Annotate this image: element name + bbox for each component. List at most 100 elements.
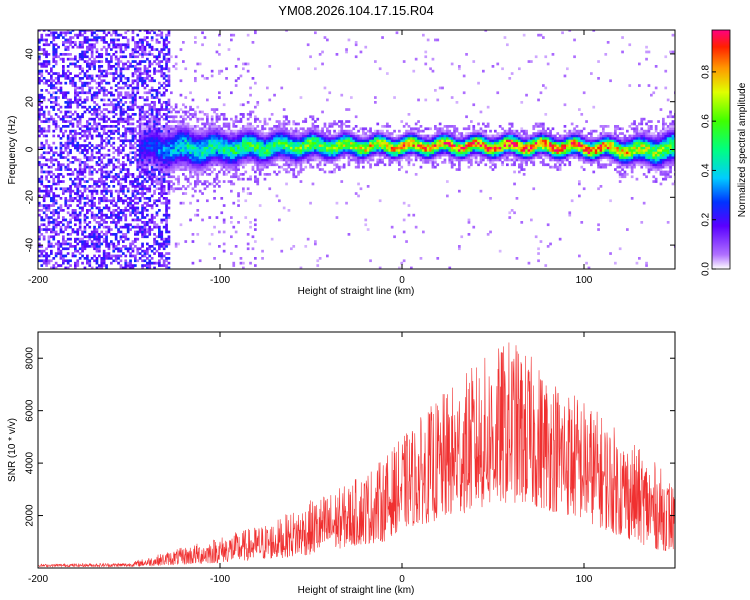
heatmap-cell: [129, 139, 132, 143]
heatmap-cell: [167, 30, 171, 32]
heatmap-cell: [112, 204, 116, 207]
heatmap-cell: [62, 242, 65, 246]
heatmap-cell: [138, 165, 142, 169]
heatmap-cell: [153, 201, 156, 205]
heatmap-cell: [114, 98, 118, 102]
heatmap-cell: [292, 129, 296, 133]
heatmap-cell: [148, 132, 152, 135]
heatmap-cell: [38, 259, 41, 263]
heatmap-cell: [129, 264, 132, 267]
heatmap-cell: [153, 48, 156, 51]
heatmap-cell: [294, 137, 298, 140]
heatmap-cell: [52, 108, 56, 111]
heatmap-cell: [110, 129, 113, 133]
heatmap-cell: [95, 233, 99, 236]
heatmap-cell: [119, 43, 123, 47]
heatmap-cell: [249, 261, 252, 265]
heatmap-cell: [402, 139, 406, 143]
heatmap-cell: [321, 149, 324, 152]
heatmap-cell: [167, 77, 171, 80]
heatmap-cell: [158, 161, 161, 164]
heatmap-cell: [126, 45, 130, 49]
heatmap-cell: [69, 57, 72, 61]
heatmap-cell: [78, 218, 82, 222]
heatmap-cell: [86, 127, 89, 131]
heatmap-cell: [335, 144, 339, 147]
heatmap-cell: [98, 197, 101, 200]
heatmap-cell: [131, 103, 135, 107]
heatmap-cell: [57, 72, 60, 75]
heatmap-cell: [227, 132, 231, 135]
heatmap-cell: [371, 151, 375, 155]
heatmap-cell: [100, 137, 104, 140]
heatmap-cell: [179, 134, 183, 138]
heatmap-cell: [71, 101, 75, 104]
heatmap-cell: [112, 105, 116, 109]
heatmap-cell: [146, 115, 149, 119]
heatmap-cell: [237, 194, 240, 198]
heatmap-cell: [158, 144, 161, 147]
heatmap-cell: [251, 110, 255, 114]
heatmap-cell: [81, 30, 84, 32]
heatmap-cell: [143, 206, 147, 210]
heatmap-cell: [402, 230, 406, 234]
heatmap-cell: [299, 127, 303, 131]
heatmap-cell: [225, 134, 228, 138]
heatmap-cell: [148, 185, 152, 188]
heatmap-cell: [338, 137, 341, 140]
heatmap-cell: [83, 139, 87, 143]
heatmap-cell: [189, 146, 192, 150]
heatmap-cell: [146, 266, 149, 269]
heatmap-cell: [69, 194, 72, 198]
heatmap-cell: [302, 137, 305, 140]
heatmap-cell: [326, 137, 329, 140]
heatmap-cell: [294, 132, 298, 135]
heatmap-cell: [100, 55, 104, 59]
heatmap-cell: [66, 187, 70, 191]
heatmap-cell: [57, 36, 60, 39]
heatmap-cell: [371, 156, 375, 159]
heatmap-cell: [90, 177, 94, 181]
heatmap-cell: [299, 144, 303, 147]
heatmap-cell: [162, 141, 166, 145]
heatmap-cell: [102, 194, 106, 198]
heatmap-cell: [287, 134, 291, 138]
heatmap-cell: [393, 139, 396, 143]
heatmap-cell: [107, 117, 111, 121]
heatmap-cell: [155, 113, 159, 116]
heatmap-cell: [150, 257, 154, 260]
heatmap-cell: [124, 213, 128, 217]
heatmap-cell: [254, 127, 257, 131]
heatmap-cell: [177, 158, 180, 162]
heatmap-cell: [323, 170, 327, 174]
heatmap-cell: [45, 79, 48, 83]
heatmap-cell: [191, 132, 195, 135]
heatmap-cell: [234, 168, 238, 171]
heatmap-cell: [131, 101, 135, 104]
heatmap-cell: [143, 223, 147, 227]
heatmap-cell: [162, 149, 166, 152]
heatmap-cell: [179, 168, 183, 171]
heatmap-cell: [201, 129, 204, 133]
heatmap-cell: [124, 175, 128, 179]
heatmap-cell: [239, 156, 243, 159]
heatmap-cell: [378, 144, 382, 147]
heatmap-cell: [76, 113, 80, 116]
heatmap-cell: [90, 156, 94, 159]
heatmap-cell: [98, 163, 101, 167]
heatmap-cell: [162, 254, 166, 258]
heatmap-cell: [220, 161, 224, 164]
heatmap-cell: [112, 110, 116, 114]
heatmap-cell: [47, 62, 51, 66]
heatmap-cell: [225, 141, 228, 145]
heatmap-cell: [158, 261, 161, 265]
heatmap-cell: [167, 192, 171, 195]
heatmap-cell: [88, 122, 92, 126]
heatmap-cell: [143, 165, 147, 169]
heatmap-cell: [107, 110, 111, 114]
heatmap-cell: [47, 110, 51, 114]
heatmap-cell: [86, 69, 89, 73]
heatmap-cell: [196, 125, 200, 128]
heatmap-cell: [158, 163, 161, 167]
heatmap-cell: [59, 252, 63, 255]
